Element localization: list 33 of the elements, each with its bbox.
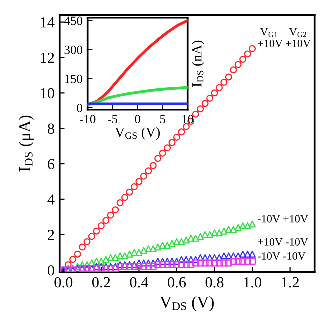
x-tick-label: 0.8 bbox=[206, 277, 224, 288]
x-tick-label: 0.4 bbox=[130, 277, 149, 288]
x-axis-title: V$_{DS}$ (V) bbox=[160, 296, 214, 312]
x-tick-label: 10 bbox=[182, 115, 194, 124]
x-tick-label: 0 bbox=[135, 115, 140, 124]
x-tick-label: 0.0 bbox=[54, 277, 73, 288]
series-label: -10V +10V bbox=[258, 215, 308, 223]
y-tick-label: 6 bbox=[48, 159, 55, 170]
y-tick-label: 10 bbox=[41, 88, 54, 99]
x-tick-label: -10 bbox=[80, 115, 96, 124]
x-tick-label: 1.0 bbox=[244, 277, 262, 288]
y-axis-title: I$_{DS}$ (μA) bbox=[18, 116, 34, 172]
series-label: -10V -10V bbox=[258, 252, 306, 260]
x-tick-label: 0.2 bbox=[92, 277, 110, 288]
x-axis-title: V$_{GS}$ (V) bbox=[115, 127, 160, 140]
y-tick-label: 8 bbox=[48, 124, 54, 134]
y-tick-label: 12 bbox=[41, 52, 54, 64]
x-tick-label: 0.6 bbox=[168, 277, 186, 288]
text: V$_{G1}$ V$_{G2}$ bbox=[260, 28, 306, 38]
y-tick-label: 0 bbox=[48, 265, 54, 276]
y-tick-label: 450 bbox=[64, 16, 83, 26]
y-tick-label: 2 bbox=[48, 230, 54, 240]
y-tick-label: 150 bbox=[65, 74, 83, 84]
x-tick-label: 5 bbox=[160, 115, 166, 124]
y-tick-label: 0 bbox=[77, 104, 83, 112]
series-label: +10V -10V bbox=[258, 238, 308, 246]
y-tick-label: 4 bbox=[48, 194, 55, 205]
y2-axis-title: I$_{DS}$ (nA) bbox=[192, 40, 205, 87]
y-tick-label: 300 bbox=[64, 46, 83, 54]
y-tick-label: 14 bbox=[41, 18, 55, 28]
x-tick-label: -5 bbox=[108, 115, 118, 124]
x-tick-label: 1.2 bbox=[282, 277, 300, 288]
series-label: +10V +10V bbox=[258, 40, 311, 48]
